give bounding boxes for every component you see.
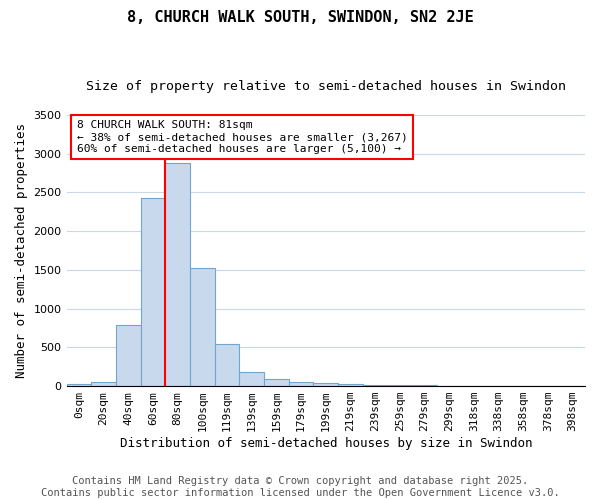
Bar xyxy=(91,382,116,386)
Text: 8 CHURCH WALK SOUTH: 81sqm
← 38% of semi-detached houses are smaller (3,267)
60%: 8 CHURCH WALK SOUTH: 81sqm ← 38% of semi… xyxy=(77,120,407,154)
Bar xyxy=(388,384,412,386)
Bar xyxy=(140,198,165,386)
Y-axis label: Number of semi-detached properties: Number of semi-detached properties xyxy=(15,123,28,378)
Bar xyxy=(190,268,215,386)
Bar xyxy=(165,163,190,386)
Bar xyxy=(264,378,289,386)
Bar xyxy=(289,382,313,386)
Bar xyxy=(338,384,363,386)
Bar xyxy=(313,383,338,386)
Bar xyxy=(215,344,239,386)
Text: Contains HM Land Registry data © Crown copyright and database right 2025.
Contai: Contains HM Land Registry data © Crown c… xyxy=(41,476,559,498)
Text: 8, CHURCH WALK SOUTH, SWINDON, SN2 2JE: 8, CHURCH WALK SOUTH, SWINDON, SN2 2JE xyxy=(127,10,473,25)
Title: Size of property relative to semi-detached houses in Swindon: Size of property relative to semi-detach… xyxy=(86,80,566,93)
X-axis label: Distribution of semi-detached houses by size in Swindon: Distribution of semi-detached houses by … xyxy=(119,437,532,450)
Bar xyxy=(363,384,388,386)
Bar xyxy=(116,325,140,386)
Bar xyxy=(67,384,91,386)
Bar xyxy=(412,385,437,386)
Bar xyxy=(239,372,264,386)
